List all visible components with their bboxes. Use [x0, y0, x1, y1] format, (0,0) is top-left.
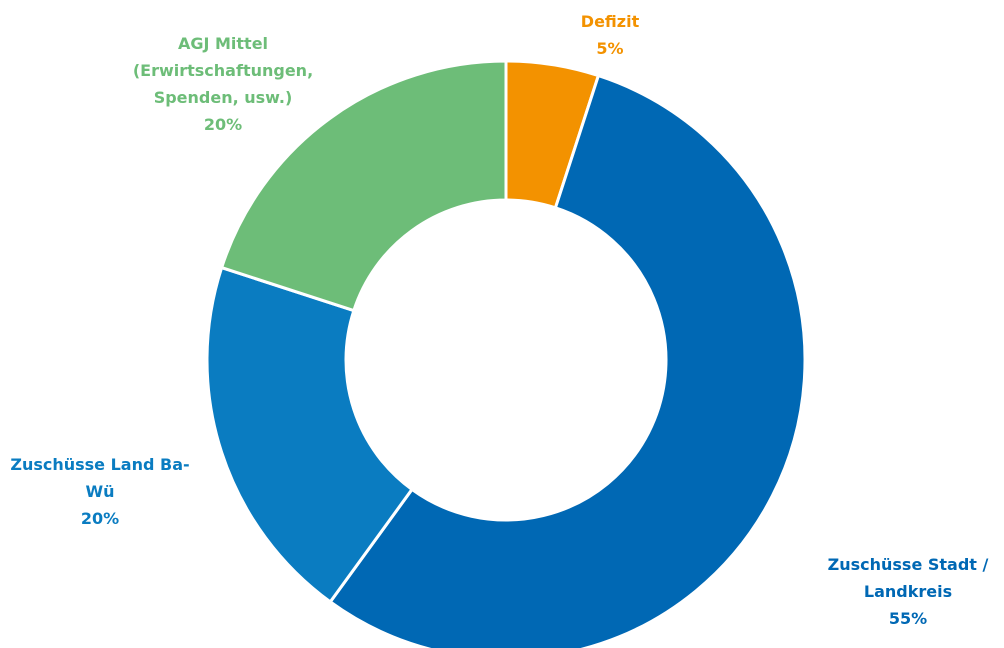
- value-label: 20%: [80, 509, 120, 528]
- category-label: AGJ Mittel (Erwirtschaftungen, Spenden, …: [132, 34, 314, 107]
- slice-label: Zuschüsse Land Ba-Wü 20%: [3, 451, 198, 532]
- value-label: 5%: [596, 39, 624, 58]
- donut-slice: [219, 59, 508, 313]
- category-label: Zuschüsse Land Ba-Wü: [10, 455, 190, 501]
- category-label: Zuschüsse Stadt / Landkreis: [827, 555, 989, 601]
- value-label: 55%: [888, 609, 928, 628]
- slice-label: AGJ Mittel (Erwirtschaftungen, Spenden, …: [121, 30, 326, 138]
- slice-label: Zuschüsse Stadt / Landkreis 55%: [808, 551, 1004, 632]
- donut-slice: [328, 73, 807, 648]
- slice-label: Defizit 5%: [550, 8, 670, 62]
- category-label: Defizit: [580, 12, 640, 31]
- donut-slice: [205, 265, 415, 604]
- value-label: 20%: [203, 115, 243, 134]
